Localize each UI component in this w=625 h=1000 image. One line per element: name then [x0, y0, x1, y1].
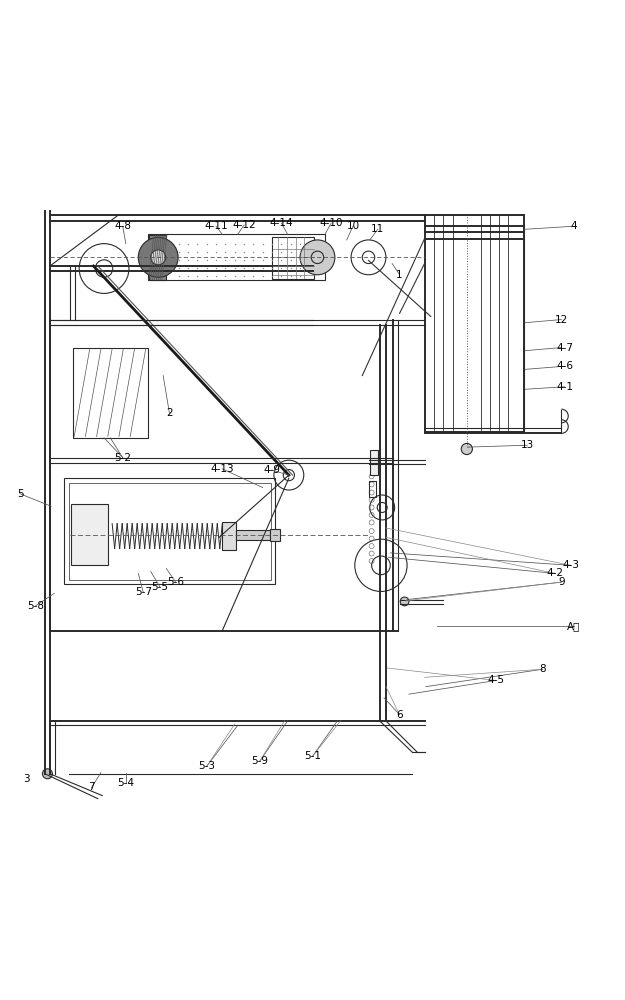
- Bar: [272, 237, 314, 279]
- Text: 7: 7: [88, 782, 95, 792]
- Text: 8: 8: [539, 664, 546, 674]
- Text: 4: 4: [571, 221, 577, 231]
- Text: 3: 3: [23, 774, 29, 784]
- Bar: [424, 215, 524, 432]
- Bar: [69, 483, 271, 580]
- Text: 5-5: 5-5: [151, 582, 169, 592]
- Bar: [148, 234, 325, 280]
- Text: 5-6: 5-6: [167, 577, 184, 587]
- Text: 6: 6: [396, 710, 403, 720]
- Text: 4-5: 4-5: [488, 675, 504, 685]
- Text: 4-12: 4-12: [232, 220, 256, 230]
- Bar: [369, 481, 376, 497]
- Text: 2: 2: [166, 408, 172, 418]
- Circle shape: [300, 240, 335, 275]
- Circle shape: [400, 597, 409, 606]
- Text: 5-9: 5-9: [251, 756, 268, 766]
- Text: 4-3: 4-3: [562, 560, 579, 570]
- Text: 12: 12: [555, 315, 568, 325]
- Text: 4-7: 4-7: [556, 343, 573, 353]
- Text: 4-8: 4-8: [114, 221, 131, 231]
- Text: 4-11: 4-11: [204, 221, 228, 231]
- Text: 4-2: 4-2: [547, 568, 564, 578]
- Bar: [270, 529, 280, 541]
- Text: 5-2: 5-2: [114, 453, 131, 463]
- Text: 13: 13: [521, 440, 534, 450]
- Text: 4-1: 4-1: [556, 382, 573, 392]
- Text: 4-13: 4-13: [211, 464, 234, 474]
- Text: 5-7: 5-7: [135, 587, 152, 597]
- Text: 4-10: 4-10: [319, 218, 343, 228]
- Circle shape: [151, 250, 166, 265]
- Text: 1: 1: [396, 270, 403, 280]
- Text: 5-4: 5-4: [118, 778, 134, 788]
- Text: 5-3: 5-3: [198, 761, 215, 771]
- Bar: [149, 235, 166, 280]
- Text: A处: A处: [567, 621, 581, 631]
- Bar: [222, 522, 236, 550]
- Text: 5-1: 5-1: [304, 751, 321, 761]
- Bar: [236, 530, 270, 540]
- Circle shape: [138, 237, 178, 277]
- Text: 4-14: 4-14: [269, 218, 293, 228]
- Text: 10: 10: [346, 221, 359, 231]
- Bar: [73, 348, 148, 438]
- Text: 11: 11: [371, 224, 384, 234]
- Text: 5: 5: [17, 489, 23, 499]
- Text: 9: 9: [558, 577, 565, 587]
- Circle shape: [42, 769, 52, 779]
- Bar: [71, 504, 108, 565]
- Text: 4-9: 4-9: [264, 465, 281, 475]
- Bar: [64, 478, 275, 584]
- Text: 4-6: 4-6: [556, 361, 573, 371]
- Circle shape: [461, 443, 472, 455]
- Bar: [370, 450, 379, 475]
- Text: 5-8: 5-8: [27, 601, 44, 611]
